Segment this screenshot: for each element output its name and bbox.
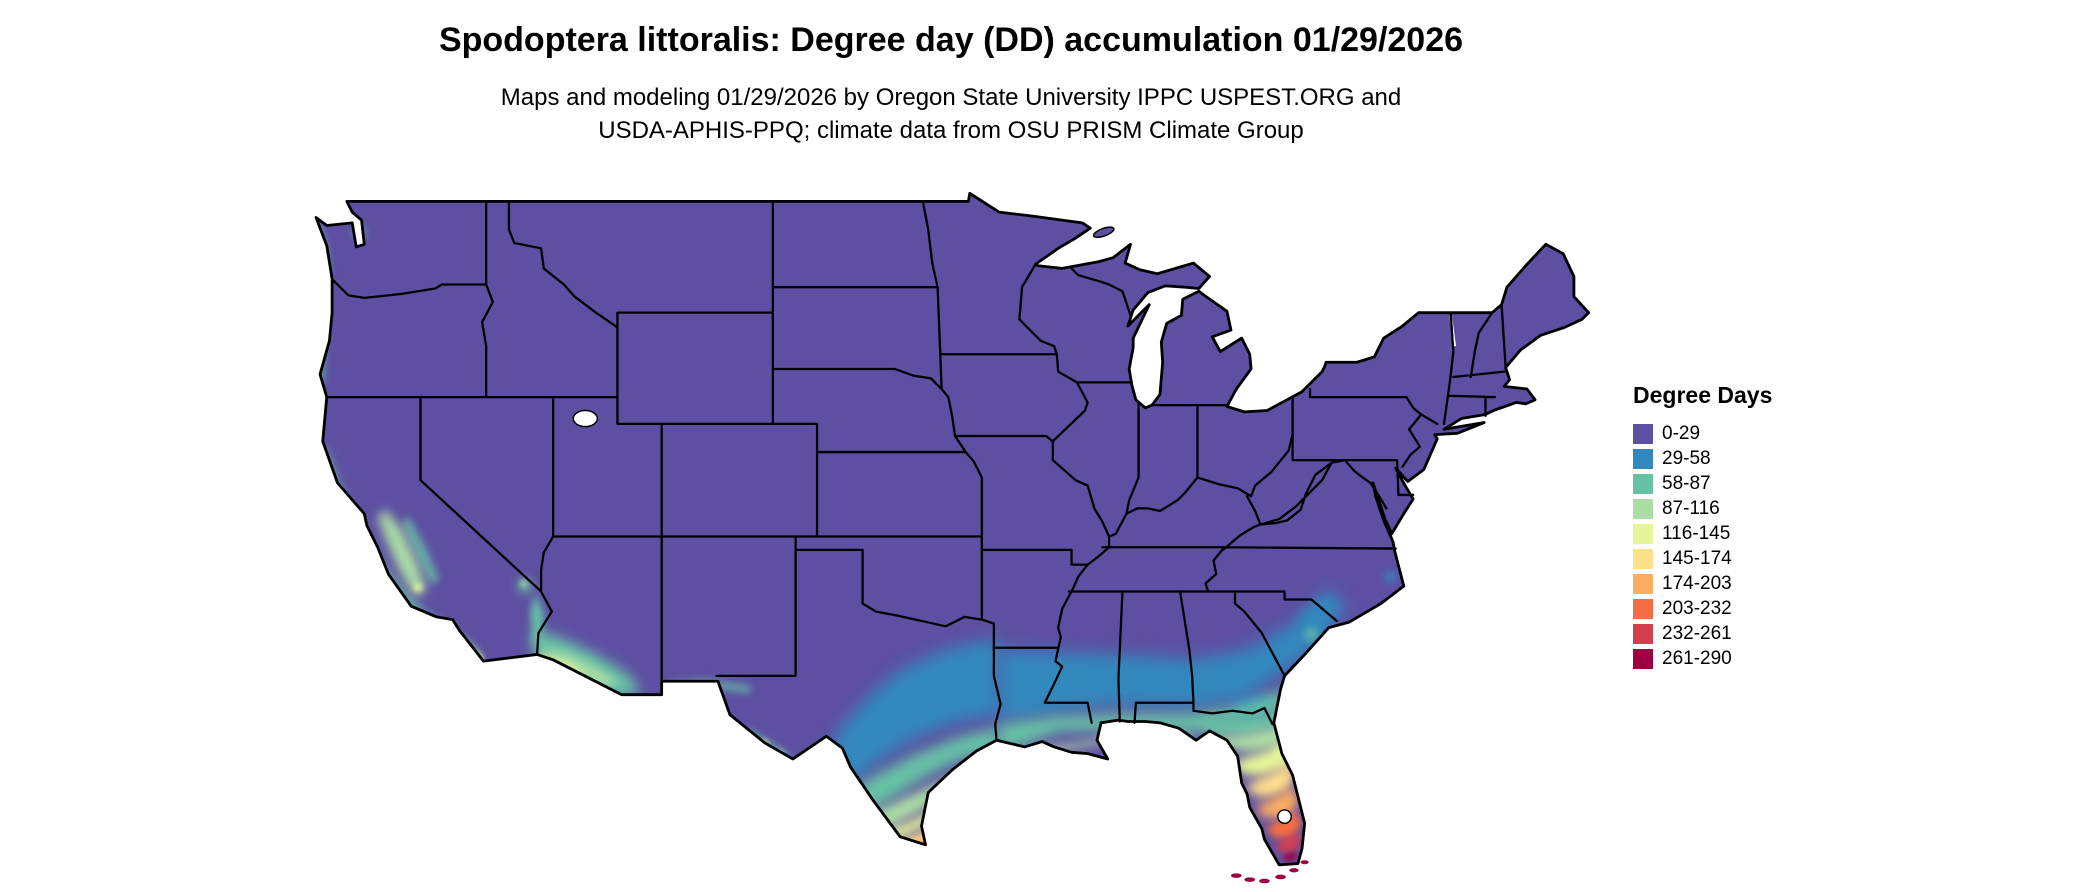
legend-swatch: [1633, 548, 1653, 569]
header: Spodoptera littoralis: Degree day (DD) a…: [308, 21, 1594, 147]
legend-swatch: [1633, 448, 1653, 469]
legend-label: 261-290: [1662, 647, 1732, 669]
legend-label: 174-203: [1662, 572, 1732, 594]
legend-row: 261-290: [1633, 646, 1772, 671]
florida-keys: [1230, 860, 1309, 884]
legend-row: 174-203: [1633, 571, 1772, 596]
map-base-region: [316, 193, 1589, 865]
legend-label: 203-232: [1662, 597, 1732, 619]
page-title: Spodoptera littoralis: Degree day (DD) a…: [438, 21, 1464, 59]
band-232-261: [1275, 832, 1301, 855]
legend-swatch: [1633, 498, 1653, 519]
legend-label: 145-174: [1662, 547, 1732, 569]
legend-row: 232-261: [1633, 621, 1772, 646]
legend-row: 0-29: [1633, 421, 1772, 446]
state-borders: [325, 200, 1507, 742]
legend-label: 232-261: [1662, 622, 1732, 644]
legend-swatch: [1633, 573, 1653, 594]
band-174-203: [902, 787, 1300, 853]
map-subtitle-line2: USDA-APHIS-PPQ; climate data from OSU PR…: [598, 117, 1304, 145]
legend-swatch: [1633, 623, 1653, 644]
legend-row: 203-232: [1633, 596, 1772, 621]
legend-row: 116-145: [1633, 521, 1772, 546]
legend-row: 58-87: [1633, 471, 1772, 496]
legend-label: 0-29: [1662, 422, 1701, 444]
legend-swatch: [1633, 473, 1653, 494]
legend-row: 87-116: [1633, 496, 1772, 521]
great-salt-lake: [572, 409, 599, 428]
legend-swatch: [1633, 598, 1653, 619]
legend-swatch: [1633, 423, 1653, 444]
legend-row: 145-174: [1633, 546, 1772, 571]
legend-label: 29-58: [1662, 447, 1711, 469]
isle-royale: [1092, 226, 1115, 239]
band-203-232: [914, 811, 1302, 848]
legend-swatch: [1633, 523, 1653, 544]
legend-label: 116-145: [1662, 522, 1731, 544]
band-261-290: [1281, 851, 1298, 863]
legend: Degree Days 0-29 29-58 58-87 87-116 116-…: [1633, 382, 1772, 671]
lake-okeechobee: [1277, 809, 1292, 825]
legend-label: 87-116: [1662, 497, 1720, 519]
map-subtitle-line1: Maps and modeling 01/29/2026 by Oregon S…: [500, 84, 1402, 112]
us-degree-day-map: [308, 188, 1594, 885]
legend-label: 58-87: [1662, 472, 1711, 494]
legend-row: 29-58: [1633, 446, 1772, 471]
legend-swatch: [1633, 648, 1653, 669]
us-map-svg: [314, 191, 1591, 884]
legend-title: Degree Days: [1633, 382, 1773, 408]
